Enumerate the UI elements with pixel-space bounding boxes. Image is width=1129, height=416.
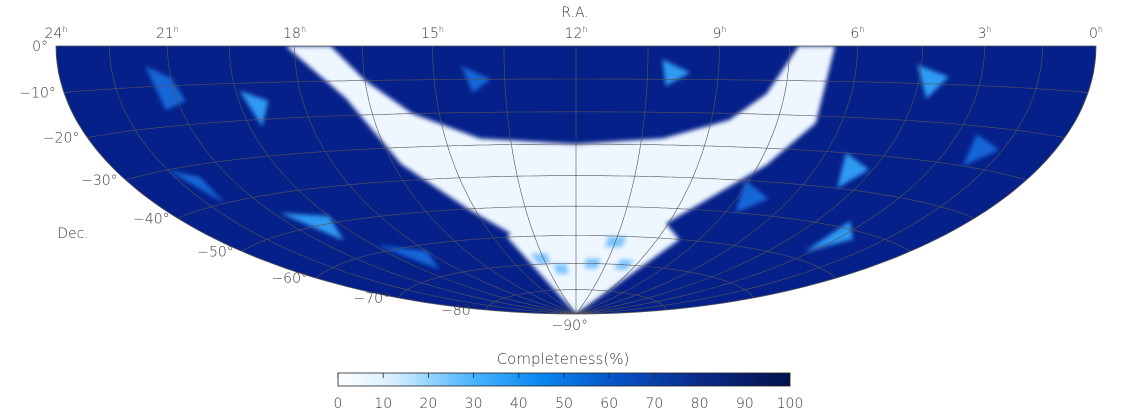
ra-meridian: [294, 46, 577, 314]
ra-label: 15h: [421, 25, 444, 42]
colorbar-tick-label: 0: [334, 396, 343, 412]
coverage-patch-2: [167, 169, 225, 204]
coverage-patch-5: [917, 64, 949, 99]
ra-meridian: [575, 46, 985, 314]
sky-map: [56, 46, 1096, 314]
dec-parallel: [397, 263, 755, 299]
dec-parallel: [177, 175, 975, 219]
coverage-patch-9: [804, 221, 853, 253]
dec-tick-labels: 0° −10° −20° −30° −40° −50° −60° −70° −80° −90°: [19, 39, 588, 334]
ra-meridian: [575, 46, 649, 314]
colorbar-tick-label: 60: [600, 396, 618, 412]
ra-label: 18h: [283, 25, 306, 42]
coverage-patch-1: [239, 90, 269, 127]
speckle-4: [530, 252, 551, 265]
coverage-patch-3: [280, 213, 344, 241]
coverage-patch-0: [145, 66, 186, 111]
ra-label: 3h: [978, 25, 992, 42]
speckle-0: [604, 235, 628, 248]
ra-meridian: [575, 46, 858, 314]
dec-parallel: [315, 235, 837, 279]
dec-parallel: [63, 78, 1089, 93]
dec-label: 0°: [32, 39, 48, 55]
colorbar-title: Completeness(%): [497, 350, 630, 368]
ra-meridian: [432, 46, 577, 314]
low-completeness-band: [285, 46, 835, 314]
ra-meridian: [575, 46, 720, 314]
ra-label: 12h: [565, 25, 588, 42]
ra-meridian: [575, 46, 1043, 314]
dec-label: −50°: [197, 244, 234, 260]
completeness-coverage-layer: [145, 46, 999, 314]
colorbar-tick-label: 100: [777, 396, 804, 412]
ra-label: 24h: [45, 25, 68, 42]
ra-label: 21h: [156, 25, 179, 42]
dec-parallel: [125, 143, 1027, 181]
dec-label: −20°: [43, 131, 80, 147]
dec-label: −60°: [271, 271, 308, 287]
ra-meridian: [575, 46, 790, 314]
colorbar-tick-label: 80: [691, 396, 709, 412]
dec-label: −30°: [81, 173, 118, 189]
colorbar-tick-label: 90: [736, 396, 754, 412]
dec-label: −10°: [19, 86, 56, 102]
dec-parallel: [485, 289, 667, 310]
ra-meridian: [229, 46, 577, 314]
ra-meridian: [109, 46, 577, 314]
colorbar-tick-label: 40: [510, 396, 528, 412]
dec-parallel: [87, 111, 1065, 138]
colorbar-tick-label: 50: [555, 396, 573, 412]
ra-label: 0h: [1089, 25, 1103, 42]
coverage-patch-6: [962, 134, 999, 166]
ra-tick-labels: 24h 21h 18h 15h 12h 9h 6h 3h 0h: [45, 25, 1103, 42]
ra-meridian: [167, 46, 577, 314]
dec-parallel: [241, 205, 911, 252]
colorbar-tick-label: 20: [419, 396, 437, 412]
map-outline: [55, 45, 1097, 315]
colorbar-tick-label: 30: [465, 396, 483, 412]
dec-label: −40°: [133, 211, 170, 227]
colorbar-tick-label: 10: [374, 396, 392, 412]
colorbar-tick-label: 70: [645, 396, 663, 412]
coverage-patch-4: [376, 245, 440, 270]
dec-label: −70°: [354, 291, 391, 307]
dec-axis-title: Dec.: [57, 226, 89, 242]
ra-label: 9h: [713, 25, 727, 42]
ra-meridian: [362, 46, 577, 314]
dec-label: −90°: [551, 318, 588, 334]
southern-cap: [507, 200, 680, 314]
ra-axis-title: R.A.: [561, 5, 588, 21]
ra-label: 6h: [850, 25, 864, 42]
speckle-3: [552, 263, 569, 275]
colorbar-ticks: 0 10 20 30 40 50 60 70 80 90 100: [334, 373, 804, 412]
ra-meridian: [575, 46, 923, 314]
ra-meridian: [503, 46, 577, 314]
coverage-patch-7: [837, 152, 870, 189]
dec-label: −80°: [441, 303, 478, 319]
